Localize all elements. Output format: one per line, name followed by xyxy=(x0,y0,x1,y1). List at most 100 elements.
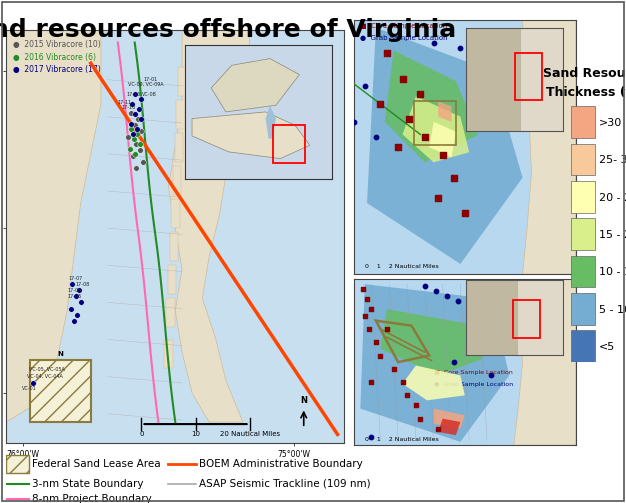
Point xyxy=(131,164,141,173)
Polygon shape xyxy=(168,30,250,422)
Point xyxy=(486,371,496,379)
Point xyxy=(366,378,376,386)
Point xyxy=(459,209,470,217)
Point xyxy=(411,401,421,409)
Point xyxy=(76,298,86,306)
Point xyxy=(71,292,81,300)
Point xyxy=(135,140,145,148)
Text: 5 - 10: 5 - 10 xyxy=(598,305,626,315)
Bar xyxy=(571,293,595,325)
Point xyxy=(364,325,374,333)
Point xyxy=(415,414,425,423)
Point xyxy=(420,133,430,141)
Text: 17-13: 17-13 xyxy=(126,92,140,97)
Text: 25- 30: 25- 30 xyxy=(598,155,626,165)
Text: 0    1    2 Nautical Miles: 0 1 2 Nautical Miles xyxy=(365,437,439,442)
Text: Federal Sand Lease Area: Federal Sand Lease Area xyxy=(33,459,161,469)
Bar xyxy=(414,102,456,144)
Polygon shape xyxy=(429,122,456,157)
Point xyxy=(366,433,376,441)
Point xyxy=(433,425,443,433)
Bar xyxy=(6,455,29,473)
Polygon shape xyxy=(192,112,310,158)
Polygon shape xyxy=(385,51,478,162)
Text: Thickness (ft): Thickness (ft) xyxy=(546,86,626,99)
Point xyxy=(133,125,143,133)
Bar xyxy=(177,100,185,129)
Text: >30: >30 xyxy=(598,118,622,128)
Bar xyxy=(571,106,595,138)
Point xyxy=(482,330,492,338)
Point xyxy=(126,109,136,117)
Text: ●  Grab Sample Location: ● Grab Sample Location xyxy=(434,382,513,387)
Point xyxy=(415,90,425,98)
Point xyxy=(130,110,140,118)
Point xyxy=(438,151,448,159)
Point xyxy=(28,379,38,387)
Polygon shape xyxy=(517,280,563,355)
Point xyxy=(360,312,370,320)
Point xyxy=(125,145,135,153)
Text: VC-04, VC-04A: VC-04, VC-04A xyxy=(26,373,63,378)
Text: VC-05, VC-05A: VC-05, VC-05A xyxy=(29,367,65,371)
Point xyxy=(453,297,463,305)
Point xyxy=(402,391,412,399)
Point xyxy=(357,285,367,293)
Point xyxy=(74,286,84,294)
Text: N: N xyxy=(300,396,307,405)
Bar xyxy=(571,218,595,250)
Bar xyxy=(571,256,595,287)
Point xyxy=(131,140,141,148)
Point xyxy=(464,302,475,310)
Text: 17-10: 17-10 xyxy=(121,105,135,110)
Polygon shape xyxy=(403,366,464,400)
Bar xyxy=(513,299,540,338)
Text: 3-nm State Boundary: 3-nm State Boundary xyxy=(33,479,144,488)
Text: <5: <5 xyxy=(598,342,615,352)
Point xyxy=(449,358,459,366)
Text: 17-11: 17-11 xyxy=(118,100,132,105)
Point xyxy=(382,49,392,57)
Bar xyxy=(178,67,187,96)
Point xyxy=(130,150,140,158)
Polygon shape xyxy=(361,284,509,442)
Point xyxy=(136,115,146,123)
Text: 0: 0 xyxy=(139,432,144,438)
Point xyxy=(360,82,370,90)
Text: ■  Core Sample Location: ■ Core Sample Location xyxy=(434,370,513,375)
Text: ●  2016 Vibracore (6): ● 2016 Vibracore (6) xyxy=(13,53,96,62)
Bar xyxy=(172,199,180,228)
Polygon shape xyxy=(211,59,299,112)
Point xyxy=(130,90,140,98)
Point xyxy=(376,100,386,108)
Point xyxy=(127,101,137,109)
Polygon shape xyxy=(523,20,576,274)
Polygon shape xyxy=(520,28,563,131)
Polygon shape xyxy=(438,418,460,435)
Polygon shape xyxy=(438,102,451,122)
Polygon shape xyxy=(381,309,483,375)
Point xyxy=(138,158,148,166)
Text: ASAP Seismic Trackline (109 nm): ASAP Seismic Trackline (109 nm) xyxy=(199,479,371,488)
Bar xyxy=(571,330,595,362)
Polygon shape xyxy=(514,279,576,445)
Bar xyxy=(166,298,175,327)
Point xyxy=(129,135,139,143)
Point xyxy=(134,105,144,113)
Point xyxy=(133,130,143,138)
Point xyxy=(133,115,143,123)
Text: 8-nm Project Boundary: 8-nm Project Boundary xyxy=(33,493,152,503)
Text: VC-01: VC-01 xyxy=(21,386,36,391)
Point xyxy=(455,44,465,52)
Text: Sand Resource: Sand Resource xyxy=(543,67,626,80)
Point xyxy=(349,118,359,126)
Bar xyxy=(273,125,305,162)
Text: VC-08: VC-08 xyxy=(141,92,156,97)
Bar xyxy=(173,166,182,195)
Text: 10: 10 xyxy=(191,432,200,438)
Text: VC-09, VC-09A: VC-09, VC-09A xyxy=(128,82,163,87)
Point xyxy=(486,120,496,128)
Text: 10 - 15: 10 - 15 xyxy=(598,268,626,278)
Bar xyxy=(168,265,177,294)
Text: 17-05: 17-05 xyxy=(67,294,81,299)
